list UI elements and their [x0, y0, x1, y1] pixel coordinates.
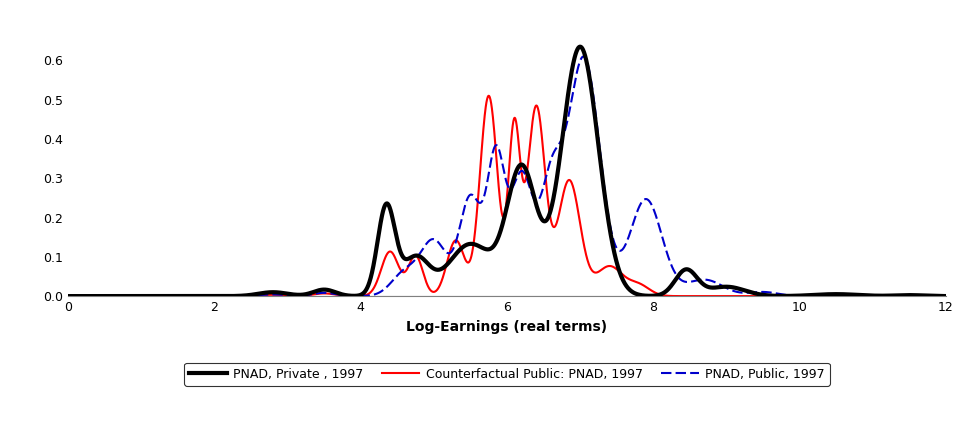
Legend: PNAD, Private , 1997, Counterfactual Public: PNAD, 1997, PNAD, Public, 1997: PNAD, Private , 1997, Counterfactual Pub…	[184, 363, 830, 386]
X-axis label: Log-Earnings (real terms): Log-Earnings (real terms)	[407, 319, 607, 333]
